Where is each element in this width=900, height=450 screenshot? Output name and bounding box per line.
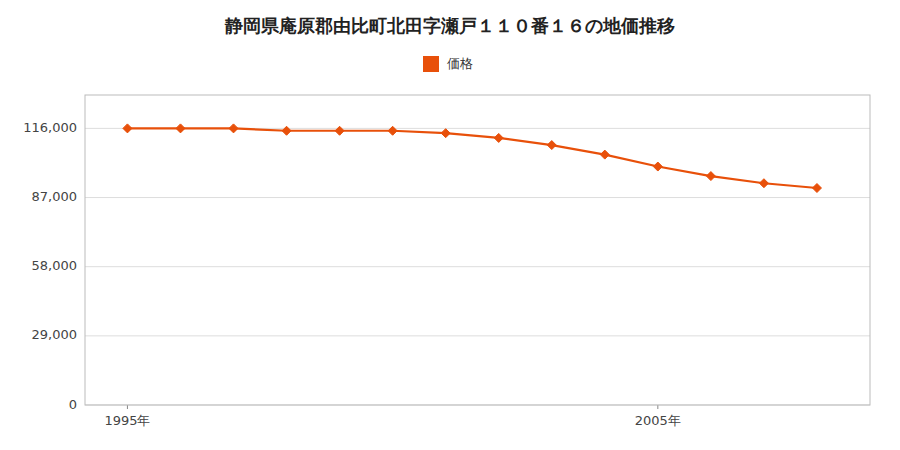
chart-svg: 静岡県庵原郡由比町北田字瀬戸１１０番１６の地価推移 0 29,000 58,000 87… — [0, 0, 900, 450]
legend: 価格 — [423, 56, 473, 73]
series-marker — [441, 129, 450, 138]
x-tick-label: 1995年 — [104, 413, 150, 428]
x-tick — [657, 405, 658, 409]
plot-frame — [85, 95, 870, 405]
y-grid — [85, 128, 870, 405]
y-tick-label: 87,000 — [32, 189, 78, 204]
series-marker — [494, 133, 503, 142]
grid-line — [85, 197, 870, 198]
y-tick-label: 58,000 — [32, 258, 78, 273]
series-marker — [547, 141, 556, 150]
background — [0, 0, 900, 450]
y-tick-label: 0 — [69, 397, 77, 412]
x-tick-label: 2005年 — [635, 413, 681, 428]
x-tick — [127, 405, 128, 409]
series-line — [127, 128, 817, 188]
series-marker — [706, 172, 715, 181]
series-marker — [123, 124, 132, 133]
legend-swatch — [423, 56, 439, 72]
grid-line — [85, 266, 870, 267]
series-marker — [812, 184, 821, 193]
chart-title: 静岡県庵原郡由比町北田字瀬戸１１０番１６の地価推移 — [224, 15, 675, 36]
grid-line — [85, 335, 870, 336]
series-marker — [388, 126, 397, 135]
y-tick-label: 116,000 — [23, 120, 77, 135]
series-marker — [600, 150, 609, 159]
series-marker — [176, 124, 185, 133]
series-marker — [229, 124, 238, 133]
series-marker — [335, 126, 344, 135]
data-area — [123, 124, 822, 193]
series-marker — [282, 126, 291, 135]
legend-label: 価格 — [447, 56, 473, 71]
series-marker — [759, 179, 768, 188]
y-tick-label: 29,000 — [32, 327, 78, 342]
series-marker — [653, 162, 662, 171]
